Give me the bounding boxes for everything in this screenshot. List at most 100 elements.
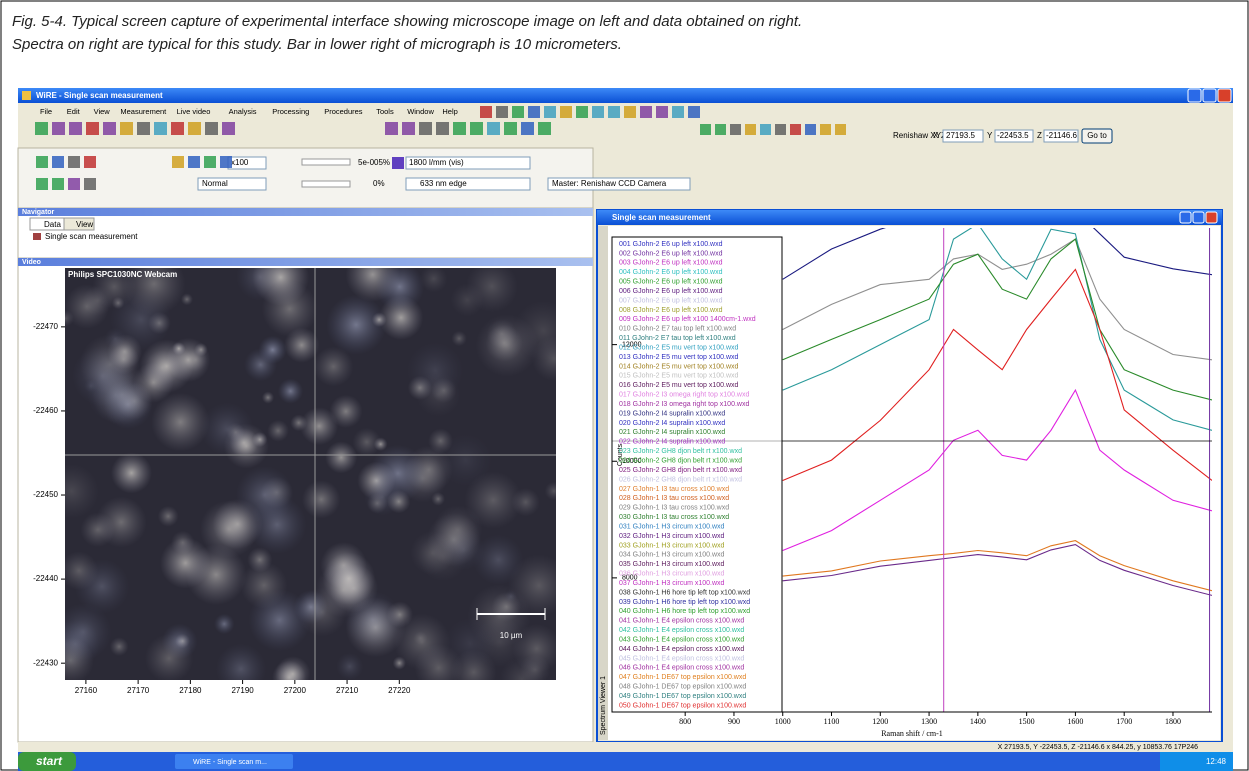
menu-item[interactable]: Measurement <box>120 107 167 116</box>
toolbar-icon[interactable] <box>402 122 415 135</box>
minimize-button[interactable] <box>1188 89 1201 102</box>
toolbar-icon[interactable] <box>188 156 200 168</box>
objective: x100 <box>231 158 249 167</box>
toolbar-icon[interactable] <box>775 124 786 135</box>
z-value: -21146.6 <box>1046 131 1078 140</box>
toolbar-icon[interactable] <box>760 124 771 135</box>
toolbar-icon[interactable] <box>470 122 483 135</box>
toolbar-icon[interactable] <box>656 106 668 118</box>
legend-entry: 038 GJohn-1 H6 hore tip left top x100.wx… <box>619 589 750 596</box>
toolbar-icon[interactable] <box>36 156 48 168</box>
toolbar-icon[interactable] <box>154 122 167 135</box>
menu-item[interactable]: Edit <box>67 107 81 116</box>
page: Fig. 5-4. Typical screen capture of expe… <box>0 0 1249 771</box>
x-tick-label: 27170 <box>127 686 150 695</box>
toolbar-icon[interactable] <box>220 156 232 168</box>
toolbar-icon[interactable] <box>188 122 201 135</box>
toolbar-icon[interactable] <box>624 106 636 118</box>
toolbar-icon[interactable] <box>137 122 150 135</box>
toolbar-icon[interactable] <box>419 122 432 135</box>
tree-item[interactable]: Single scan measurement <box>45 232 138 241</box>
window-buttons[interactable] <box>1188 89 1231 102</box>
power-slider[interactable] <box>302 159 350 165</box>
menu-item[interactable]: Processing <box>272 107 309 116</box>
toolbar-icon[interactable] <box>538 122 551 135</box>
toolbar-icon[interactable] <box>672 106 684 118</box>
toolbar-icon[interactable] <box>453 122 466 135</box>
restore-button[interactable] <box>1193 212 1204 223</box>
toolbar-icon[interactable] <box>436 122 449 135</box>
toolbar-icon[interactable] <box>835 124 846 135</box>
toolbar-icon[interactable] <box>36 178 48 190</box>
power2-slider[interactable] <box>302 181 350 187</box>
y-label: Y <box>987 131 993 140</box>
minimize-button[interactable] <box>1180 212 1191 223</box>
toolbar-icon[interactable] <box>204 156 216 168</box>
toolbar-icon[interactable] <box>52 122 65 135</box>
window-title: WiRE - Single scan measurement <box>36 91 163 100</box>
menu-item[interactable]: File <box>40 107 52 116</box>
goto-label: Go to <box>1087 131 1107 140</box>
toolbar-icon[interactable] <box>700 124 711 135</box>
toolbar-icon[interactable] <box>205 122 218 135</box>
close-button[interactable] <box>1206 212 1217 223</box>
toolbar-icon[interactable] <box>68 156 80 168</box>
legend-entry: 017 GJohn-2 I3 omega right top x100.wxd <box>619 392 749 399</box>
toolbar-icon[interactable] <box>222 122 235 135</box>
legend-entry: 002 GJohn-2 E6 up left x100.wxd <box>619 250 723 257</box>
toolbar-icon[interactable] <box>120 122 133 135</box>
toolbar-icon[interactable] <box>805 124 816 135</box>
legend-entry: 008 GJohn-2 E6 up left x100.wxd <box>619 307 723 314</box>
toolbar-icon[interactable] <box>171 122 184 135</box>
menu-item[interactable]: Tools <box>376 107 394 116</box>
toolbar-icon[interactable] <box>820 124 831 135</box>
toolbar-icon[interactable] <box>528 106 540 118</box>
toolbar-icon[interactable] <box>52 178 64 190</box>
toolbar-icon[interactable] <box>521 122 534 135</box>
legend-entry: 020 GJohn-2 I4 supralin x100.wxd <box>619 420 725 427</box>
toolbar-icon[interactable] <box>385 122 398 135</box>
toolbar-icon[interactable] <box>480 106 492 118</box>
toolbar-icon[interactable] <box>745 124 756 135</box>
y-tick-label: -22450 <box>33 490 58 499</box>
toolbar-icon[interactable] <box>576 106 588 118</box>
camera-name: Philips SPC1030NC Webcam <box>68 270 177 279</box>
texture-blob <box>439 434 492 487</box>
menu-item[interactable]: Live video <box>177 107 211 116</box>
menu-item[interactable]: Analysis <box>229 107 257 116</box>
toolbar-icon[interactable] <box>84 178 96 190</box>
toolbar-icon[interactable] <box>640 106 652 118</box>
texture-blob <box>367 493 387 513</box>
toolbar-icon[interactable] <box>69 122 82 135</box>
legend-entry: 026 GJohn-2 GH8 djon belt rt x100.wxd <box>619 476 742 483</box>
toolbar-icon[interactable] <box>504 122 517 135</box>
toolbar-icon[interactable] <box>52 156 64 168</box>
toolbar-icon[interactable] <box>512 106 524 118</box>
texture-blob <box>375 262 424 311</box>
menu-item[interactable]: View <box>94 107 111 116</box>
toolbar-icon[interactable] <box>560 106 572 118</box>
toolbar-icon[interactable] <box>172 156 184 168</box>
toolbar-icon[interactable] <box>35 122 48 135</box>
toolbar-icon[interactable] <box>86 122 99 135</box>
toolbar-icon[interactable] <box>496 106 508 118</box>
menu-item[interactable]: Window <box>407 107 434 116</box>
toolbar-icon[interactable] <box>592 106 604 118</box>
texture-blob <box>387 490 410 513</box>
toolbar-icon[interactable] <box>608 106 620 118</box>
legend-entry: 004 GJohn-2 E6 up left x100.wxd <box>619 269 723 276</box>
close-button[interactable] <box>1218 89 1231 102</box>
restore-button[interactable] <box>1203 89 1216 102</box>
toolbar-icon[interactable] <box>730 124 741 135</box>
toolbar-icon[interactable] <box>103 122 116 135</box>
toolbar-icon[interactable] <box>688 106 700 118</box>
toolbar-icon[interactable] <box>790 124 801 135</box>
toolbar-icon[interactable] <box>715 124 726 135</box>
menu-item[interactable]: Help <box>442 107 457 116</box>
toolbar-icon[interactable] <box>84 156 96 168</box>
legend-entry: 018 GJohn-2 I3 omega right top x100.wxd <box>619 401 749 408</box>
menu-item[interactable]: Procedures <box>324 107 363 116</box>
toolbar-icon[interactable] <box>68 178 80 190</box>
toolbar-icon[interactable] <box>487 122 500 135</box>
toolbar-icon[interactable] <box>544 106 556 118</box>
